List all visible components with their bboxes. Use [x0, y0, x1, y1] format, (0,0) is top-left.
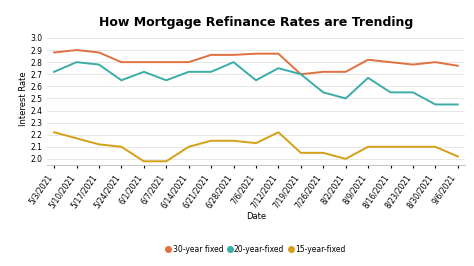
- Line: 15-year-fixed: 15-year-fixed: [54, 132, 458, 161]
- 20-year-fixed: [388, 91, 393, 94]
- 15-year-fixed: [432, 145, 438, 148]
- Line: 30-year fixed: 30-year fixed: [54, 50, 458, 74]
- 30-year fixed: [96, 51, 102, 54]
- 20-year-fixed: [51, 70, 57, 73]
- 15-year-fixed: [118, 145, 124, 148]
- 20-year-fixed: [96, 63, 102, 66]
- 20-year-fixed: [253, 79, 259, 82]
- 15-year-fixed: [141, 160, 146, 163]
- 20-year-fixed: [186, 70, 191, 73]
- Y-axis label: Interest Rate: Interest Rate: [18, 71, 27, 126]
- 20-year-fixed: [74, 61, 80, 64]
- Line: 20-year-fixed: 20-year-fixed: [54, 62, 458, 105]
- 15-year-fixed: [343, 157, 348, 160]
- 30-year fixed: [298, 73, 304, 76]
- 15-year-fixed: [410, 145, 416, 148]
- 20-year-fixed: [455, 103, 461, 106]
- 30-year fixed: [231, 53, 237, 56]
- 20-year-fixed: [343, 97, 348, 100]
- 15-year-fixed: [51, 131, 57, 134]
- 20-year-fixed: [298, 73, 304, 76]
- 20-year-fixed: [231, 61, 237, 64]
- 20-year-fixed: [141, 70, 146, 73]
- 15-year-fixed: [208, 139, 214, 142]
- 15-year-fixed: [388, 145, 393, 148]
- 15-year-fixed: [365, 145, 371, 148]
- 15-year-fixed: [96, 143, 102, 146]
- 20-year-fixed: [365, 76, 371, 80]
- Legend: 30-year fixed, 20-year-fixed, 15-year-fixed: 30-year fixed, 20-year-fixed, 15-year-fi…: [164, 242, 348, 257]
- 15-year-fixed: [455, 155, 461, 158]
- 30-year fixed: [432, 61, 438, 64]
- 30-year fixed: [253, 52, 259, 55]
- 30-year fixed: [208, 53, 214, 56]
- 30-year fixed: [455, 64, 461, 67]
- 15-year-fixed: [253, 142, 259, 145]
- 15-year-fixed: [231, 139, 237, 142]
- 20-year-fixed: [410, 91, 416, 94]
- 20-year-fixed: [118, 79, 124, 82]
- 30-year fixed: [186, 61, 191, 64]
- 30-year fixed: [275, 52, 281, 55]
- 20-year-fixed: [432, 103, 438, 106]
- 30-year fixed: [164, 61, 169, 64]
- 30-year fixed: [51, 51, 57, 54]
- 30-year fixed: [410, 63, 416, 66]
- 15-year-fixed: [186, 145, 191, 148]
- 30-year fixed: [118, 61, 124, 64]
- 30-year fixed: [365, 58, 371, 61]
- 30-year fixed: [320, 70, 326, 73]
- 30-year fixed: [74, 48, 80, 52]
- 15-year-fixed: [275, 131, 281, 134]
- 15-year-fixed: [74, 137, 80, 140]
- 20-year-fixed: [320, 91, 326, 94]
- 15-year-fixed: [298, 151, 304, 155]
- 30-year fixed: [141, 61, 146, 64]
- 30-year fixed: [343, 70, 348, 73]
- Title: How Mortgage Refinance Rates are Trending: How Mortgage Refinance Rates are Trendin…: [99, 16, 413, 29]
- 30-year fixed: [388, 61, 393, 64]
- 20-year-fixed: [275, 66, 281, 70]
- X-axis label: Date: Date: [246, 212, 266, 221]
- 20-year-fixed: [164, 79, 169, 82]
- 15-year-fixed: [320, 151, 326, 155]
- 15-year-fixed: [164, 160, 169, 163]
- 20-year-fixed: [208, 70, 214, 73]
